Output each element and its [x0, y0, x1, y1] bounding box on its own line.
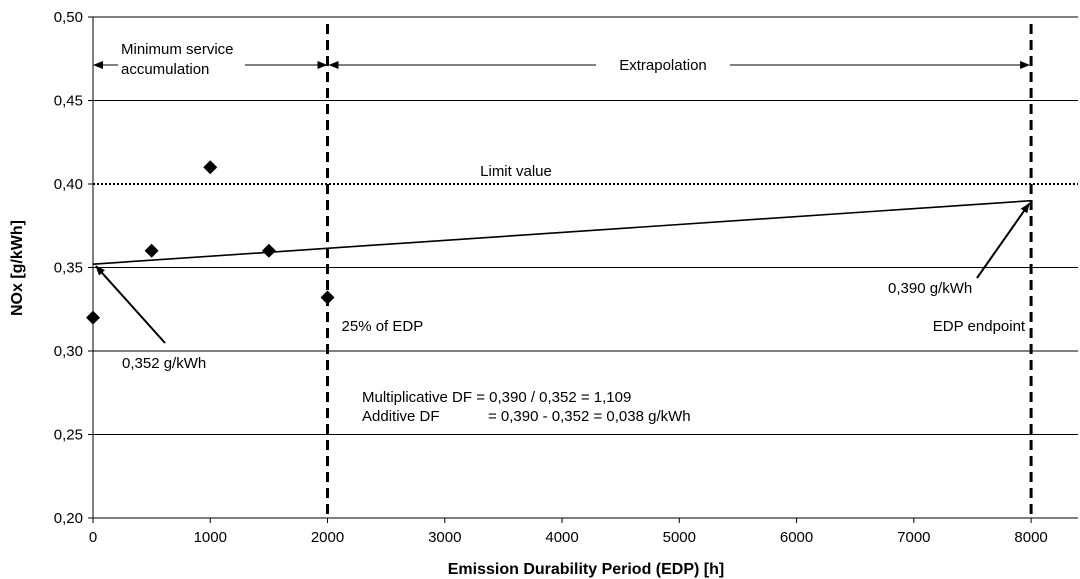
x-axis-title: Emission Durability Period (EDP) [h]	[448, 561, 724, 578]
y-axis-title: NOx [g/kWh]	[9, 220, 26, 316]
x-tick-label: 1000	[194, 529, 227, 546]
end-value-label: 0,390 g/kWh	[888, 280, 972, 297]
data-point	[320, 290, 335, 305]
x-tick-label: 8000	[1014, 529, 1047, 546]
data-point	[86, 310, 100, 325]
limit-value-label: Limit value	[480, 163, 552, 180]
y-tick-label: 0,45	[54, 93, 83, 110]
additive-df-value: = 0,390 - 0,352 = 0,038 g/kWh	[488, 408, 691, 425]
y-tick-label: 0,25	[54, 427, 83, 444]
data-point	[144, 243, 159, 258]
vertical-marker-label: 25% of EDP	[342, 318, 424, 335]
x-tick-label: 7000	[897, 529, 930, 546]
start-value-label: 0,352 g/kWh	[122, 355, 206, 372]
y-axis-ticks: 0,20 0,25 0,30 0,35 0,40 0,45 0,50	[54, 9, 93, 527]
start-value-arrow	[95, 265, 166, 344]
x-tick-label: 3000	[428, 529, 461, 546]
y-tick-label: 0,35	[54, 260, 83, 277]
data-point	[203, 160, 218, 175]
min-service-label-line1: Minimum service	[121, 41, 234, 58]
data-points	[86, 160, 335, 325]
x-tick-label: 4000	[545, 529, 578, 546]
extrapolation-label: Extrapolation	[619, 57, 707, 74]
vertical-markers: 25% of EDP EDP endpoint	[326, 24, 1033, 518]
y-tick-label: 0,40	[54, 176, 83, 193]
vertical-marker-label: EDP endpoint	[933, 318, 1026, 335]
x-tick-label: 5000	[663, 529, 696, 546]
x-tick-label: 0	[89, 529, 97, 546]
x-tick-label: 2000	[311, 529, 344, 546]
multiplicative-df-text: Multiplicative DF = 0,390 / 0,352 = 1,10…	[362, 389, 631, 406]
x-tick-label: 6000	[780, 529, 813, 546]
additive-df-label: Additive DF	[362, 408, 440, 425]
y-tick-label: 0,50	[54, 9, 83, 26]
grid-lines	[93, 16, 1078, 435]
x-axis-ticks: 0 1000 2000 3000 4000 5000 6000 7000 8000	[89, 518, 1048, 546]
y-tick-label: 0,20	[54, 510, 83, 527]
end-value-arrow	[976, 202, 1030, 279]
data-point	[261, 243, 276, 258]
y-tick-label: 0,30	[54, 343, 83, 360]
regression-line	[92, 199, 1032, 265]
min-service-label-line2: accumulation	[121, 61, 209, 78]
